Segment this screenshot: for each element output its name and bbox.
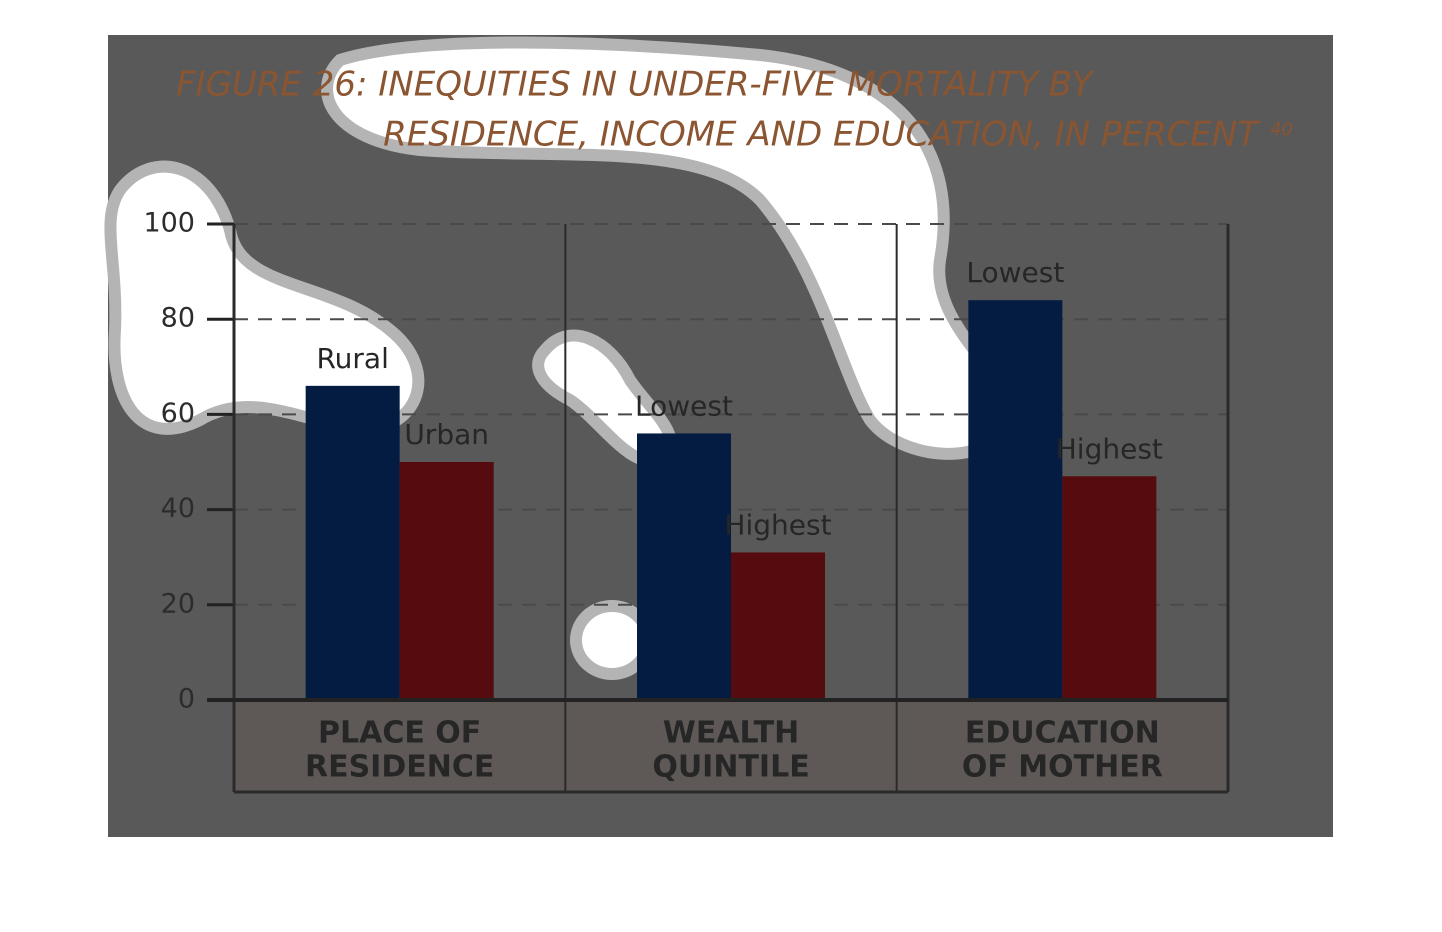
bar-label: Highest xyxy=(724,508,831,541)
y-tick-label: 0 xyxy=(178,684,195,715)
y-tick-label: 60 xyxy=(161,398,195,429)
chart-title: RESIDENCE, INCOME AND EDUCATION, IN PERC… xyxy=(383,115,1260,155)
bar-label: Lowest xyxy=(635,389,733,422)
attention-overlay xyxy=(104,36,1017,680)
bar-label: Rural xyxy=(316,342,388,375)
y-tick-label: 20 xyxy=(161,588,195,619)
group-label: EDUCATION xyxy=(965,716,1160,751)
group-label: QUINTILE xyxy=(652,750,809,785)
bar xyxy=(1062,476,1157,700)
bar xyxy=(637,433,731,700)
group-label: WEALTH xyxy=(663,716,800,751)
group-label: PLACE OF xyxy=(318,716,481,751)
bar-label: Highest xyxy=(1056,432,1163,465)
category-band xyxy=(234,700,1228,792)
y-tick-label: 80 xyxy=(161,303,195,334)
bar xyxy=(968,300,1063,700)
bar xyxy=(731,552,825,700)
title-note: 40 xyxy=(1270,119,1293,140)
chart-title: FIGURE 26: INEQUITIES IN UNDER-FIVE MORT… xyxy=(176,65,1094,105)
bar xyxy=(399,462,494,700)
bar-label: Lowest xyxy=(966,256,1064,289)
bar-label: Urban xyxy=(404,418,489,451)
group-label: RESIDENCE xyxy=(305,750,494,785)
group-label: OF MOTHER xyxy=(962,750,1163,785)
bar xyxy=(305,385,400,700)
y-tick-label: 40 xyxy=(161,493,195,524)
y-tick-label: 100 xyxy=(143,208,195,239)
